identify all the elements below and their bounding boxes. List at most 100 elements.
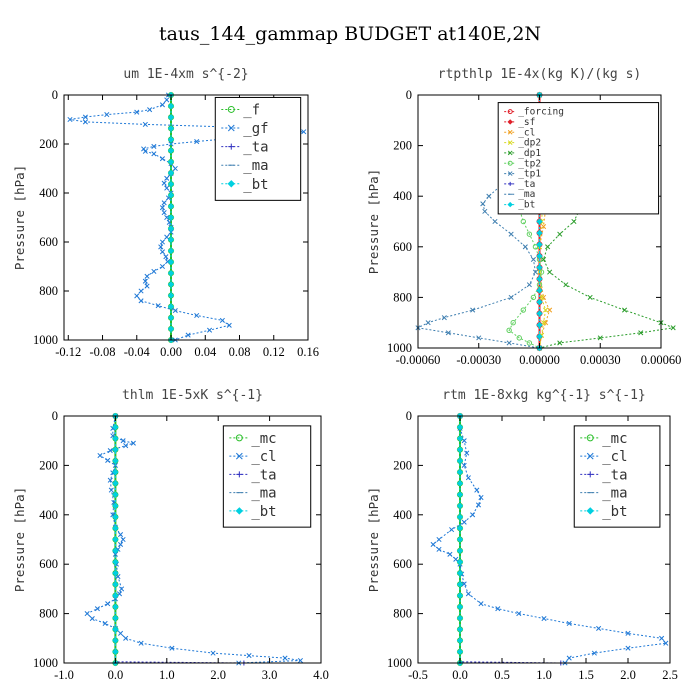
series-marker — [167, 236, 175, 243]
legend-item: _cl — [504, 127, 535, 138]
panel-1: um 1E-4xm s^{-2} Pressure [hPa] -0.12 -0.08… — [12, 67, 319, 359]
series-marker — [112, 468, 119, 476]
y-tick-label: 800 — [39, 284, 58, 298]
legend-item: _ta — [580, 467, 628, 483]
series-marker — [161, 210, 167, 216]
y-tick-label: 400 — [393, 508, 412, 522]
legend-label: _ma — [251, 486, 276, 502]
series-marker — [112, 424, 119, 431]
series-marker — [144, 283, 150, 289]
series-marker — [167, 258, 175, 266]
y-tick-label: 400 — [393, 189, 412, 203]
series-marker — [117, 630, 124, 636]
x-tick-label: 0.5 — [494, 668, 510, 682]
legend-label: _tp1 — [518, 169, 541, 180]
series-marker — [436, 536, 442, 543]
series-marker — [112, 480, 119, 487]
series-marker — [516, 611, 522, 617]
series-marker — [159, 239, 166, 245]
series-marker — [123, 635, 129, 641]
series-marker — [495, 606, 501, 612]
series-marker — [465, 591, 471, 597]
series-marker — [456, 457, 464, 465]
series-marker — [571, 218, 577, 225]
series-marker — [164, 214, 170, 221]
series-marker — [456, 480, 464, 487]
series-marker — [185, 332, 191, 338]
series-marker — [167, 225, 175, 232]
legend-marker — [235, 452, 243, 460]
y-tick-label: 400 — [39, 508, 58, 522]
x-tick-label: 2.0 — [620, 668, 636, 682]
legend-marker — [507, 109, 513, 115]
legend-box — [497, 102, 660, 215]
series-marker — [510, 320, 516, 326]
legend-label: _dp2 — [518, 138, 541, 149]
series-marker — [108, 487, 114, 493]
legend: _forcing_sf_cl_dp2_dp1_tp2_tp1_ta_ma_bt — [497, 102, 660, 215]
legend-marker — [586, 452, 594, 460]
series-marker — [543, 307, 549, 313]
series-marker — [120, 536, 126, 543]
series-marker — [436, 546, 442, 552]
legend-label: _mc — [251, 431, 276, 447]
series-marker — [526, 340, 533, 346]
series-marker — [597, 335, 603, 341]
series-marker — [301, 129, 307, 135]
series-marker — [530, 294, 537, 301]
series-marker — [84, 611, 90, 617]
series-marker — [142, 121, 148, 127]
series-marker — [540, 320, 547, 326]
legend-marker — [507, 140, 513, 145]
series-marker — [138, 640, 144, 646]
series-marker — [520, 218, 526, 225]
series-marker — [226, 322, 232, 328]
series-marker — [167, 125, 175, 132]
series-marker — [540, 224, 547, 230]
series-marker — [297, 657, 303, 664]
y-tick-label: 600 — [393, 240, 412, 254]
series-marker — [566, 655, 572, 661]
panel-title: thlm 1E-5xK s^{-1} — [122, 388, 263, 403]
y-tick-label: 800 — [393, 607, 412, 621]
series-marker — [474, 487, 480, 493]
legend-item: _mc — [580, 431, 628, 447]
series-marker — [82, 114, 88, 120]
legend: _mc _cl _ta _ma _bt — [222, 425, 312, 528]
legend-item: _bt — [221, 177, 269, 193]
series-marker — [478, 494, 484, 501]
legend-marker — [236, 471, 243, 478]
series-marker — [563, 282, 569, 288]
series-marker — [167, 158, 175, 166]
series-marker — [461, 519, 467, 525]
legend-item: _dp1 — [504, 148, 541, 159]
y-axis-label: Pressure [hPa] — [366, 169, 381, 274]
series-marker — [138, 288, 144, 294]
series-marker — [659, 635, 665, 641]
y-tick-label: 600 — [39, 557, 58, 571]
series-marker — [82, 119, 88, 125]
legend-item: _ma — [580, 486, 628, 502]
series-marker — [536, 333, 543, 340]
series-marker — [536, 252, 543, 260]
series-marker — [625, 630, 631, 636]
series-marker — [210, 650, 216, 656]
series-marker — [105, 601, 111, 607]
series-marker — [482, 208, 488, 214]
series-marker — [112, 525, 119, 532]
x-tick-label: 0.00000 — [519, 353, 560, 367]
legend-item: _ta — [229, 467, 277, 483]
series-marker — [456, 614, 464, 622]
x-tick-label: 0.00030 — [580, 353, 621, 367]
series-marker — [557, 340, 563, 346]
series-marker — [456, 468, 464, 476]
series-marker — [663, 640, 669, 646]
series-marker — [112, 491, 119, 498]
series-marker — [456, 581, 464, 588]
x-tick-label: 3.0 — [262, 668, 278, 682]
panel-title: rtpthlp 1E-4x(kg K)/(kg s) — [438, 67, 642, 82]
series-marker — [526, 282, 532, 288]
y-tick-label: 0 — [406, 88, 412, 102]
legend-item: _bt — [580, 504, 628, 520]
